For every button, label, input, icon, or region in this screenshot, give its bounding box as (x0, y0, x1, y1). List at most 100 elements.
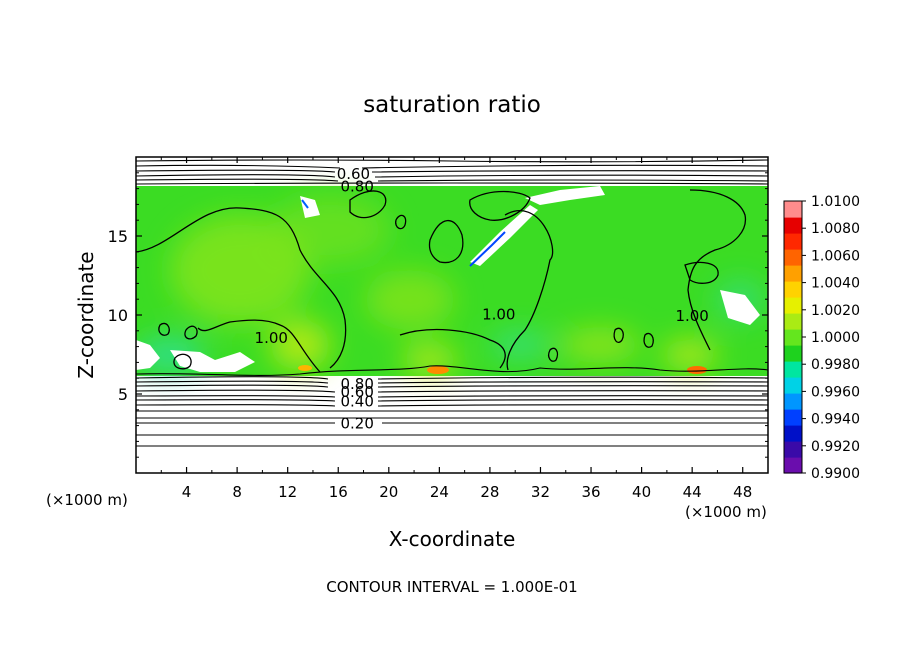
colorbar-swatch (784, 217, 802, 234)
contour-1.00-west (136, 207, 347, 373)
contour-line (136, 376, 768, 380)
plot-area: 0.600.801.001.00 1.000.800.600.400.20 (136, 157, 768, 473)
colorbar-tick-label: 1.0020 (811, 303, 860, 319)
contour-1.00-middle (428, 219, 464, 264)
x-tick-label: 16 (329, 483, 348, 501)
x-axis-unit-right: (×1000 m) (685, 503, 767, 521)
contour-1.00-small (548, 347, 559, 362)
x-tick-label: 44 (683, 483, 702, 501)
contour-label: 0.80 (340, 375, 373, 393)
x-tick-label: 12 (278, 483, 297, 501)
contour-label-text: 1.00 (482, 305, 515, 323)
colorbar-swatch (784, 329, 802, 346)
contour-1.00-small (395, 214, 407, 230)
subsaturated-patch (300, 196, 320, 218)
contour-line (136, 169, 768, 173)
colorbar: 1.0100 1.0080 1.0060 1.0040 1.0020 1.0000 0.99… (783, 194, 860, 482)
colorbar-tick-label: 0.9980 (811, 357, 860, 373)
contour-label-text: 1.00 (675, 307, 708, 325)
subsaturated-patch (525, 186, 605, 205)
colorbar-tick-label: 0.9940 (811, 412, 860, 428)
moist-region (662, 339, 718, 371)
contour-1.00-right (687, 189, 747, 351)
contour-line (136, 404, 768, 407)
colorbar-tick-label: 1.0080 (811, 221, 860, 237)
contour-label-text: 0.20 (340, 414, 373, 432)
y-tick-label: 15 (108, 227, 128, 246)
contour-label: 1.00 (675, 307, 708, 325)
y-tick-label: 5 (118, 385, 128, 404)
colorbar-swatch (784, 345, 802, 362)
contour-line (136, 178, 768, 182)
contour-line (136, 399, 768, 402)
saturated-spot (427, 366, 449, 374)
contour-line (136, 380, 768, 384)
contour-line (136, 182, 768, 185)
subsaturated-patch (170, 350, 255, 372)
contour-label: 0.20 (340, 414, 373, 432)
contour-1.00-small (643, 332, 654, 348)
contour-label: 1.00 (255, 329, 288, 347)
contour-interval-note: CONTOUR INTERVAL = 1.000E-01 (326, 578, 577, 596)
chart-title: saturation ratio (363, 92, 541, 118)
x-tick-label: 28 (480, 483, 499, 501)
contour-1.00-center (399, 328, 506, 369)
moist-region (270, 195, 390, 265)
colorbar-swatch (784, 393, 802, 410)
x-tick-label: 32 (531, 483, 550, 501)
contour-label: 0.60 (337, 165, 370, 183)
x-tick-label: 20 (379, 483, 398, 501)
contour-line (136, 395, 768, 398)
saturated-spot (687, 366, 707, 374)
contour-line (136, 384, 768, 388)
colorbar-swatch (784, 265, 802, 282)
y-axis: 5 10 15 (108, 172, 768, 458)
contour-label: 1.00 (482, 305, 515, 323)
colorbar-tick-label: 0.9960 (811, 384, 860, 400)
x-tick-label: 36 (581, 483, 600, 501)
x-tick-label: 40 (632, 483, 651, 501)
y-axis-label: Z-coordinate (74, 251, 98, 378)
contour-line (136, 174, 768, 178)
colorbar-swatch (784, 441, 802, 458)
subsaturated-patch (136, 340, 160, 370)
contour-label-text: 0.80 (340, 177, 373, 195)
contour-line (136, 389, 768, 393)
contour-label-text: 0.60 (337, 165, 370, 183)
colorbar-swatch (784, 249, 802, 266)
contour-line (136, 365, 768, 376)
x-axis: 4 8 12 16 20 24 28 32 36 40 44 48 (160, 157, 752, 501)
colorbar-tick-label: 0.9920 (811, 439, 860, 455)
dry-streak (301, 199, 309, 209)
x-tick-label: 4 (182, 483, 192, 501)
colorbar-tick-label: 1.0100 (811, 194, 860, 210)
x-tick-label: 24 (430, 483, 449, 501)
subsaturated-patch (720, 290, 760, 325)
x-axis-unit-left: (×1000 m) (46, 491, 128, 509)
moist-region (560, 327, 640, 363)
contour-label-text: 0.60 (340, 383, 373, 401)
moist-region (365, 270, 455, 330)
colorbar-swatch (784, 297, 802, 314)
colorbar-swatch (784, 313, 802, 330)
colorbar-tick-label: 1.0000 (811, 330, 860, 346)
cloud-layer-field (136, 186, 768, 376)
contour-line (136, 164, 768, 169)
colorbar-swatch (784, 281, 802, 298)
colorbar-swatch (784, 425, 802, 442)
cloud-contours (136, 189, 747, 373)
x-axis-label: X-coordinate (389, 527, 516, 551)
contour-1.00-east (504, 210, 554, 371)
contour-1.00-north (349, 190, 387, 219)
contour-1.00-small (184, 325, 198, 340)
colorbar-swatch (784, 233, 802, 250)
colorbar-tick-label: 1.0060 (811, 248, 860, 264)
contour-label-text: 1.00 (255, 329, 288, 347)
upper-contours (136, 159, 768, 185)
colorbar-tick-label: 0.9900 (811, 466, 860, 482)
contour-label-text: 0.40 (340, 392, 373, 410)
saturated-spot (298, 365, 312, 371)
colorbar-swatch (784, 457, 802, 474)
contour-label-text: 0.80 (340, 375, 373, 393)
